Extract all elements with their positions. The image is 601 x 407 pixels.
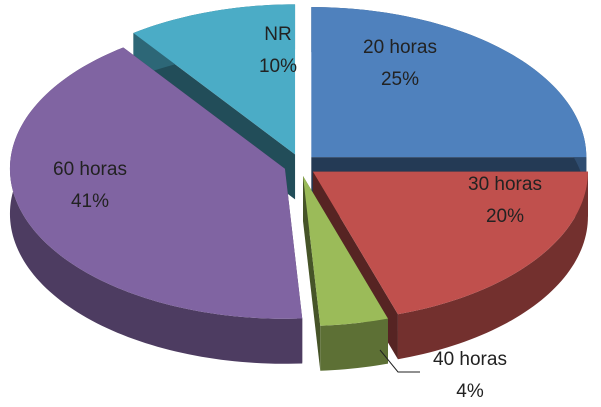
pie-slice [133,4,296,155]
slice-value-label: 20% [486,206,524,227]
slice-value-label: 4% [456,381,484,402]
slice-cut-face [302,176,321,371]
slice-label: 40 horas [433,349,507,370]
pie-slice [9,47,303,319]
leader-line [379,349,420,373]
slice-value-label: 41% [71,191,109,212]
slice-side [397,171,588,360]
slice-value-label: 25% [381,69,419,90]
pie-tops [9,4,588,326]
slice-label: 20 horas [363,37,437,58]
pie-slice [312,171,588,315]
pie-slice [302,176,388,326]
slice-label: 60 horas [53,159,127,180]
slice-side [9,47,303,364]
slice-side [320,318,388,371]
pie-slice [311,7,587,158]
slice-value-label: 10% [259,56,297,77]
slice-label: NR [264,24,291,45]
slice-label: 30 horas [468,174,542,195]
